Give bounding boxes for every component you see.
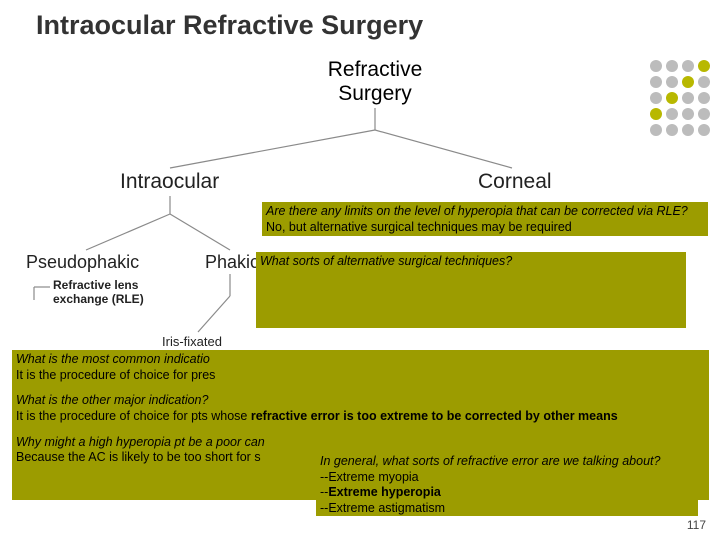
dot-icon — [682, 92, 694, 104]
dot-icon — [698, 76, 710, 88]
qa-top-a: No, but alternative surgical techniques … — [266, 220, 572, 234]
node-iris-fixated: Iris-fixated — [162, 334, 222, 349]
slide-title: Intraocular Refractive Surgery — [36, 10, 423, 41]
dot-icon — [666, 76, 678, 88]
ins-3: --Extreme astigmatism — [320, 501, 445, 515]
bb-l2a-b: refractive error is too extreme to be co… — [251, 409, 618, 423]
dot-icon — [666, 92, 678, 104]
dot-icon — [682, 108, 694, 120]
decorative-dot-grid — [650, 60, 710, 136]
ins-2-b: Extreme hyperopia — [328, 485, 441, 499]
qa-inset-box: In general, what sorts of refractive err… — [316, 452, 698, 516]
dot-icon — [682, 60, 694, 72]
dot-icon — [682, 124, 694, 136]
dot-icon — [650, 92, 662, 104]
dot-icon — [666, 60, 678, 72]
dot-icon — [666, 108, 678, 120]
qa-top-box: Are there any limits on the level of hyp… — [262, 202, 708, 236]
node-corneal: Corneal — [478, 170, 552, 194]
dot-icon — [698, 60, 710, 72]
bb-l3q: Why might a high hyperopia pt be a poor … — [16, 435, 265, 449]
page-number: 117 — [687, 518, 706, 532]
ins-q: In general, what sorts of refractive err… — [320, 454, 660, 468]
bb-l1a: It is the procedure of choice for pres — [16, 368, 215, 382]
ins-1: --Extreme myopia — [320, 470, 419, 484]
node-refractive-surgery: RefractiveSurgery — [310, 58, 440, 106]
dot-icon — [666, 124, 678, 136]
dot-icon — [650, 108, 662, 120]
rle-line1: Refractive lens — [53, 278, 138, 292]
qa-phakic-q: What sorts of alternative surgical techn… — [260, 254, 512, 268]
dot-icon — [698, 108, 710, 120]
dot-icon — [650, 124, 662, 136]
bb-l3a: Because the AC is likely to be too short… — [16, 450, 261, 464]
dot-icon — [650, 76, 662, 88]
dot-icon — [650, 60, 662, 72]
node-intraocular: Intraocular — [120, 170, 219, 194]
rle-line2: exchange (RLE) — [53, 292, 144, 306]
bb-l1q: What is the most common indicatio — [16, 352, 210, 366]
bb-l2q: What is the other major indication? — [16, 393, 208, 407]
node-pseudophakic: Pseudophakic — [26, 252, 139, 273]
dot-icon — [698, 92, 710, 104]
dot-icon — [698, 124, 710, 136]
node-rle-sub: Refractive lens exchange (RLE) — [53, 278, 144, 306]
bb-l2a-pre: It is the procedure of choice for pts wh… — [16, 409, 251, 423]
dot-icon — [682, 76, 694, 88]
qa-phakic-box: What sorts of alternative surgical techn… — [256, 252, 686, 328]
qa-top-q: Are there any limits on the level of hyp… — [266, 204, 688, 218]
node-phakic: Phakic — [205, 252, 259, 273]
slide-root: Intraocular Refractive Surgery Refractiv… — [0, 0, 720, 540]
